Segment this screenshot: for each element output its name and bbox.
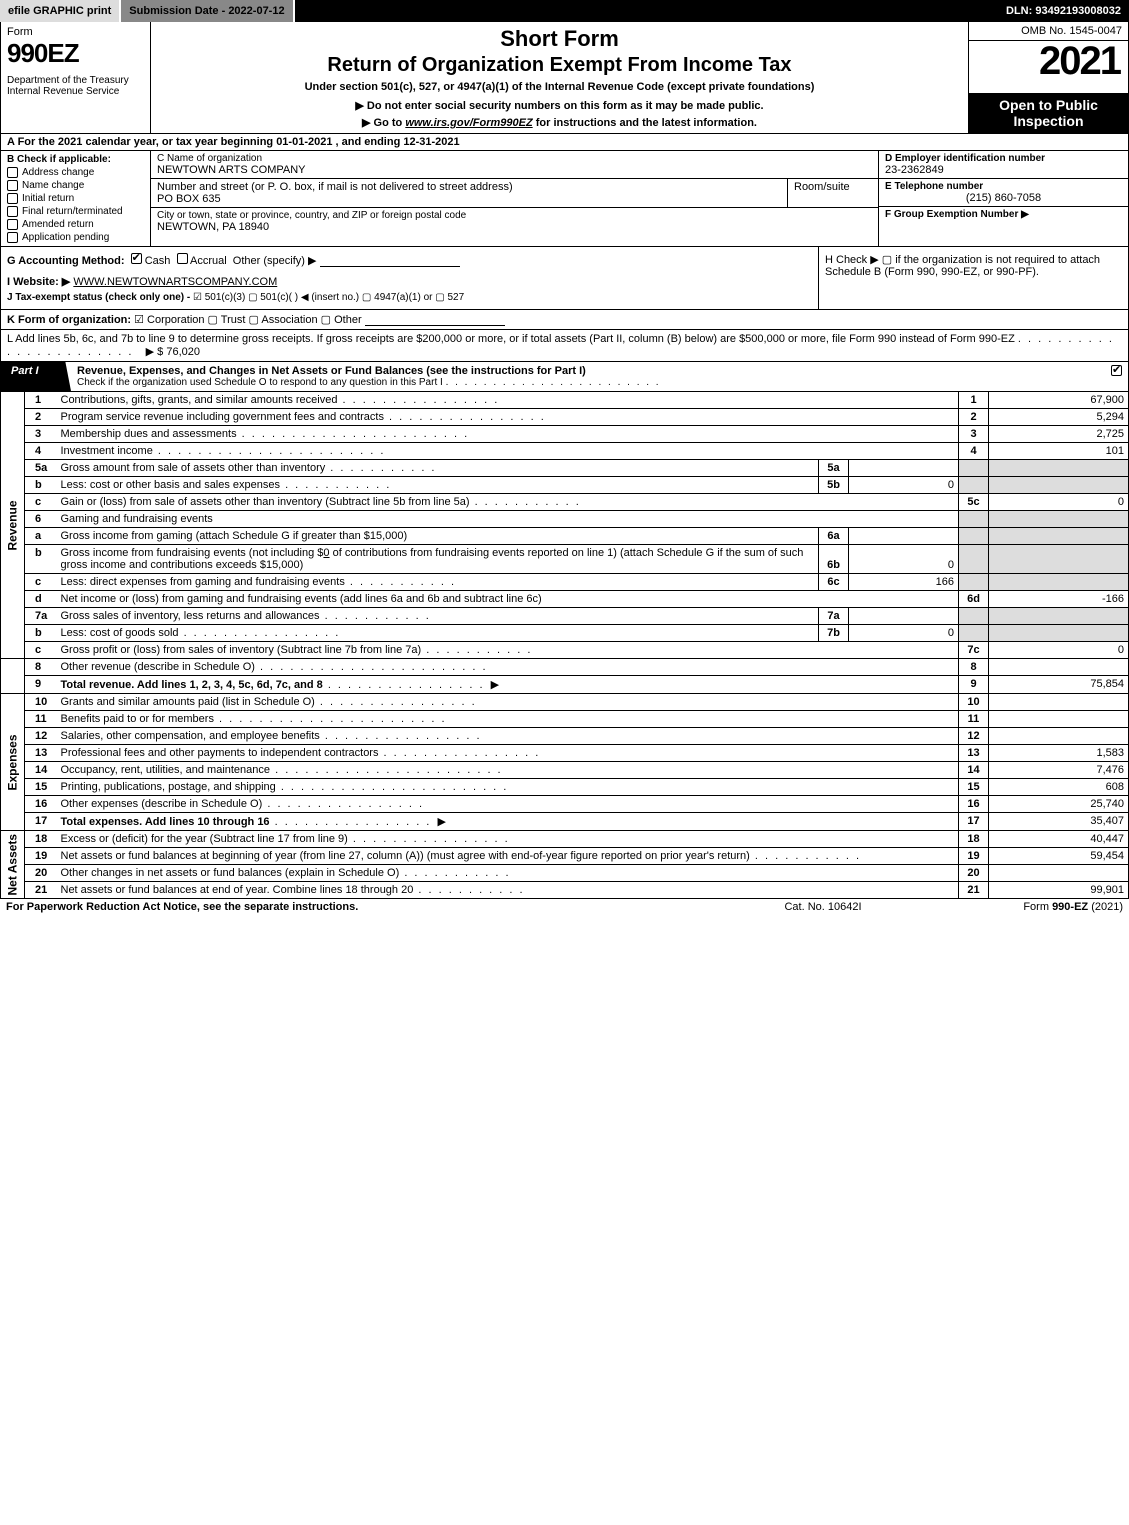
- g-cash-checkbox[interactable]: [131, 253, 142, 264]
- line-12-amount: [989, 728, 1129, 745]
- expenses-table: Expenses 10 Grants and similar amounts p…: [0, 694, 1129, 831]
- c-room-label: Room/suite: [794, 181, 872, 193]
- tax-year: 2021: [969, 41, 1128, 81]
- line-3-amount: 2,725: [989, 426, 1129, 443]
- line-15-amount: 608: [989, 779, 1129, 796]
- side-label-net-assets: Net Assets: [1, 831, 25, 899]
- part-i-header: Part I Revenue, Expenses, and Changes in…: [0, 362, 1129, 392]
- line-21-amount: 99,901: [989, 882, 1129, 899]
- j-status-opts: ☑ 501(c)(3) ▢ 501(c)( ) ◀ (insert no.) ▢…: [193, 292, 464, 303]
- row-l: L Add lines 5b, 6c, and 7b to line 9 to …: [0, 330, 1129, 362]
- part-i-tab: Part I: [1, 362, 71, 391]
- line-10-amount: [989, 694, 1129, 711]
- form-number: 990EZ: [7, 38, 144, 69]
- line-20-amount: [989, 865, 1129, 882]
- form-title: Return of Organization Exempt From Incom…: [159, 54, 960, 77]
- part-i-title: Revenue, Expenses, and Changes in Net As…: [71, 362, 1105, 391]
- line-5b-value: 0: [849, 477, 959, 494]
- f-group-exemption: F Group Exemption Number ▶: [879, 207, 1128, 222]
- footer-left: For Paperwork Reduction Act Notice, see …: [6, 901, 723, 913]
- line-6a-value: [849, 528, 959, 545]
- side-label-revenue: Revenue: [1, 392, 25, 659]
- b-opt-initial[interactable]: Initial return: [7, 193, 144, 204]
- revenue-table: Revenue 1 Contributions, gifts, grants, …: [0, 392, 1129, 694]
- col-c-org-info: C Name of organization NEWTOWN ARTS COMP…: [151, 151, 878, 246]
- c-name-cell: C Name of organization NEWTOWN ARTS COMP…: [151, 151, 878, 179]
- j-status-label: J Tax-exempt status (check only one) -: [7, 292, 190, 303]
- block-b-through-f: B Check if applicable: Address change Na…: [0, 151, 1129, 247]
- line-13-amount: 1,583: [989, 745, 1129, 762]
- line-18-amount: 40,447: [989, 831, 1129, 848]
- i-website-value[interactable]: WWW.NEWTOWNARTSCOMPANY.COM: [73, 276, 277, 288]
- b-opt-name[interactable]: Name change: [7, 180, 144, 191]
- c-address-cell: Number and street (or P. O. box, if mail…: [151, 179, 788, 207]
- line-6d-amount: -166: [989, 591, 1129, 608]
- line-6b-value: 0: [849, 545, 959, 574]
- row-k: K Form of organization: ☑ Corporation ▢ …: [0, 310, 1129, 330]
- open-to-public: Open to Public Inspection: [969, 93, 1128, 133]
- row-g-h: G Accounting Method: Cash Accrual Other …: [0, 247, 1129, 310]
- form-subtitle: Under section 501(c), 527, or 4947(a)(1)…: [159, 81, 960, 93]
- footer-center: Cat. No. 10642I: [723, 901, 923, 913]
- b-label: B Check if applicable:: [7, 154, 144, 165]
- line-7c-amount: 0: [989, 642, 1129, 659]
- net-assets-table: Net Assets 18 Excess or (deficit) for th…: [0, 831, 1129, 899]
- submission-date: Submission Date - 2022-07-12: [121, 0, 294, 22]
- line-4-amount: 101: [989, 443, 1129, 460]
- line-6c-value: 166: [849, 574, 959, 591]
- line-5a-value: [849, 460, 959, 477]
- g-accrual-checkbox[interactable]: [177, 253, 188, 264]
- line-7b-value: 0: [849, 625, 959, 642]
- irs-link[interactable]: www.irs.gov/Form990EZ: [405, 117, 532, 129]
- col-def: D Employer identification number 23-2362…: [878, 151, 1128, 246]
- top-bar: efile GRAPHIC print Submission Date - 20…: [0, 0, 1129, 22]
- c-city-cell: City or town, state or province, country…: [151, 208, 878, 235]
- c-room-cell: Room/suite: [788, 179, 878, 207]
- ssn-warning: ▶ Do not enter social security numbers o…: [159, 99, 960, 112]
- e-phone: E Telephone number (215) 860-7058: [879, 179, 1128, 207]
- dln: DLN: 93492193008032: [1006, 5, 1129, 17]
- line-16-amount: 25,740: [989, 796, 1129, 813]
- b-opt-final[interactable]: Final return/terminated: [7, 206, 144, 217]
- instructions-link-line: ▶ Go to www.irs.gov/Form990EZ for instru…: [159, 116, 960, 129]
- line-19-amount: 59,454: [989, 848, 1129, 865]
- efile-print[interactable]: efile GRAPHIC print: [0, 0, 121, 22]
- c-address: PO BOX 635: [157, 193, 781, 205]
- short-form-label: Short Form: [159, 26, 960, 52]
- side-label-expenses: Expenses: [1, 694, 25, 831]
- row-l-amount: ▶ $ 76,020: [146, 346, 200, 358]
- row-a-tax-year: A For the 2021 calendar year, or tax yea…: [0, 134, 1129, 151]
- b-opt-pending[interactable]: Application pending: [7, 232, 144, 243]
- col-b-checkboxes: B Check if applicable: Address change Na…: [1, 151, 151, 246]
- line-5c-amount: 0: [989, 494, 1129, 511]
- line-7a-value: [849, 608, 959, 625]
- line-17-amount: 35,407: [989, 813, 1129, 831]
- line-1-amount: 67,900: [989, 392, 1129, 409]
- form-meta-box: OMB No. 1545-0047 2021 Open to Public In…: [968, 22, 1128, 133]
- i-website-label: I Website: ▶: [7, 276, 70, 288]
- form-id-box: Form 990EZ Department of the Treasury In…: [1, 22, 151, 133]
- form-header: Form 990EZ Department of the Treasury In…: [0, 22, 1129, 134]
- line-2-amount: 5,294: [989, 409, 1129, 426]
- line-11-amount: [989, 711, 1129, 728]
- c-city: NEWTOWN, PA 18940: [157, 221, 872, 233]
- form-word: Form: [7, 26, 144, 38]
- part-i-checkbox[interactable]: [1105, 362, 1128, 391]
- c-address-label: Number and street (or P. O. box, if mail…: [157, 181, 781, 193]
- c-city-label: City or town, state or province, country…: [157, 210, 872, 221]
- line-9-amount: 75,854: [989, 676, 1129, 694]
- g-accounting: G Accounting Method: Cash Accrual Other …: [1, 247, 818, 309]
- b-opt-address[interactable]: Address change: [7, 167, 144, 178]
- footer-right: Form 990-EZ (2021): [923, 901, 1123, 913]
- h-schedule-b: H Check ▶ ▢ if the organization is not r…: [818, 247, 1128, 309]
- c-org-name: NEWTOWN ARTS COMPANY: [157, 164, 872, 176]
- form-title-box: Short Form Return of Organization Exempt…: [151, 22, 968, 133]
- d-ein: D Employer identification number 23-2362…: [879, 151, 1128, 179]
- b-opt-amended[interactable]: Amended return: [7, 219, 144, 230]
- department: Department of the Treasury Internal Reve…: [7, 75, 144, 97]
- c-name-label: C Name of organization: [157, 153, 872, 164]
- line-14-amount: 7,476: [989, 762, 1129, 779]
- page-footer: For Paperwork Reduction Act Notice, see …: [0, 899, 1129, 915]
- line-8-amount: [989, 659, 1129, 676]
